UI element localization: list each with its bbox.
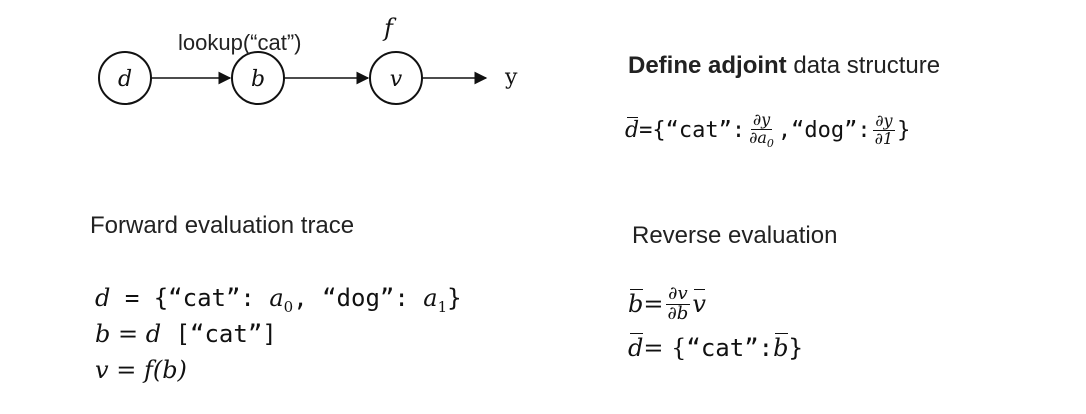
adjoint-key-cat: “cat”:	[665, 118, 746, 144]
reverse-line-1: b = ∂v ∂b v	[628, 282, 706, 324]
forward-line-1: d = {“cat”: a0, “dog”: a1}	[95, 284, 462, 316]
adjoint-close: }	[897, 118, 911, 144]
reverse-heading: Reverse evaluation	[632, 222, 838, 249]
adjoint-heading-bold: Define adjoint	[628, 52, 787, 79]
node-d-label: d	[118, 67, 132, 92]
adjoint-frac-cat: ∂y ∂a0	[747, 110, 776, 150]
adjoint-heading-rest: data structure	[786, 52, 941, 79]
adjoint-frac-dog: ∂y ∂1	[873, 113, 895, 148]
adjoint-lhs-dbar: d	[625, 117, 640, 144]
node-b-label: b	[251, 67, 265, 92]
function-f-label: f	[382, 14, 397, 42]
reverse-trace: b = ∂v ∂b v d = {“cat”: b }	[628, 280, 803, 368]
adjoint-key-dog: “dog”:	[791, 118, 871, 144]
forward-trace: d = {“cat”: a0, “dog”: a1} b = d [“cat”]…	[95, 280, 462, 388]
adjoint-eq: ={	[639, 118, 666, 144]
node-v-label: v	[390, 67, 403, 92]
edge-lookup-label: lookup(“cat”)	[178, 30, 301, 55]
adjoint-frac-dog-den: ∂1	[874, 129, 894, 149]
forward-line-2: b = d [“cat”]	[95, 320, 277, 348]
adjoint-frac-cat-num: ∂y	[750, 110, 773, 130]
reverse-frac-dv-db: ∂v ∂b	[666, 282, 690, 324]
reverse-line-2: d = {“cat”: b }	[628, 333, 803, 362]
output-y-label: y	[504, 65, 518, 90]
adjoint-sep: ,	[777, 118, 792, 144]
adjoint-definition: d ={ “cat”: ∂y ∂a0 , “dog”: ∂y ∂1 }	[625, 110, 911, 150]
adjoint-frac-dog-num: ∂y	[873, 111, 895, 132]
computational-graph: d b v lookup(“cat”) f y	[98, 14, 518, 105]
adjoint-frac-cat-den: ∂a0	[749, 127, 774, 150]
forward-line-3: v = f(b)	[95, 356, 187, 384]
adjoint-heading: Define adjoint data structure	[628, 52, 940, 80]
forward-heading: Forward evaluation trace	[90, 212, 355, 239]
